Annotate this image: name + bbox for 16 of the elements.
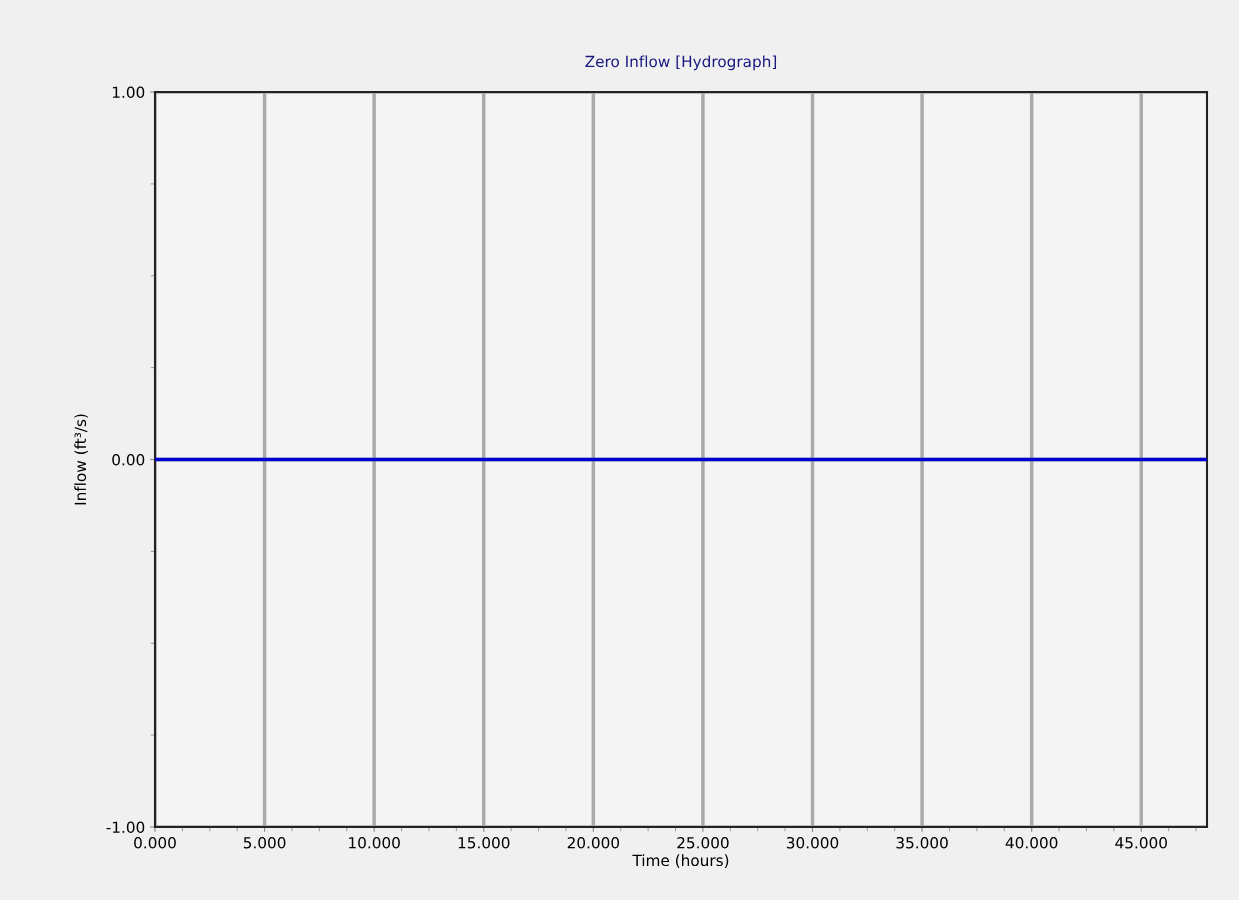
y-tick-label: 1.00: [112, 86, 145, 99]
x-tick-label: 25.000: [677, 836, 729, 849]
x-tick-label: 5.000: [243, 836, 286, 849]
y-axis-title: Inflow (ft³/s): [74, 414, 88, 505]
x-tick-label: 45.000: [1115, 836, 1167, 849]
chart-title: Zero Inflow [Hydrograph]: [585, 55, 777, 71]
x-tick-label: 15.000: [458, 836, 510, 849]
x-tick-label: 0.000: [134, 836, 176, 849]
y-tick-label: 0.00: [112, 453, 145, 466]
x-tick-label: 40.000: [1005, 836, 1058, 849]
x-tick-label: 20.000: [567, 836, 620, 849]
x-tick-label: 30.000: [786, 836, 839, 849]
x-tick-label: 35.000: [896, 836, 948, 849]
x-axis-title: Time (hours): [632, 854, 729, 868]
x-tick-label: 10.000: [349, 836, 400, 849]
y-tick-label: -1.00: [106, 821, 145, 834]
